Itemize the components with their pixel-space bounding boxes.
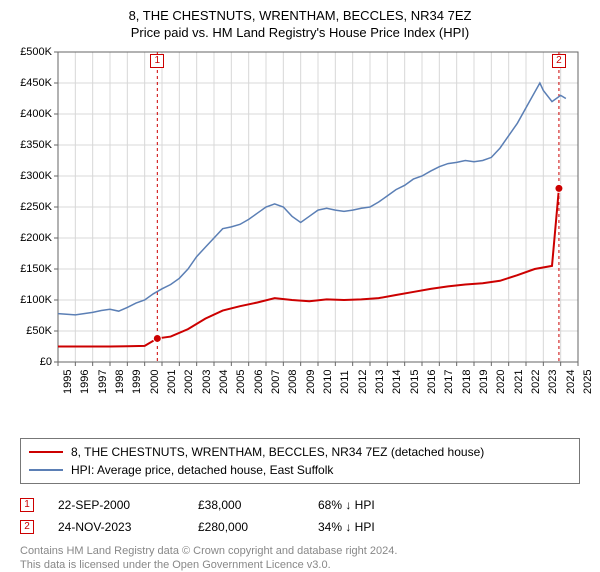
x-tick-label: 1996 [79, 370, 91, 394]
legend-row: HPI: Average price, detached house, East… [29, 461, 571, 479]
y-tick-label: £450K [12, 77, 52, 89]
x-tick-label: 2003 [201, 370, 213, 394]
x-tick-label: 2004 [218, 370, 230, 394]
y-tick-label: £50K [12, 325, 52, 337]
sale-date: 22-SEP-2000 [58, 498, 198, 512]
y-tick-label: £300K [12, 170, 52, 182]
x-tick-label: 2014 [391, 370, 403, 394]
x-tick-label: 2009 [305, 370, 317, 394]
sale-table: 1 22-SEP-2000£38,00068% ↓ HPI 2 24-NOV-2023… [20, 494, 586, 538]
legend-label: HPI: Average price, detached house, East… [71, 463, 333, 477]
sale-marker-2: 2 [552, 54, 566, 68]
sale-row-marker: 1 [20, 498, 34, 512]
x-tick-label: 1997 [97, 370, 109, 394]
legend-label: 8, THE CHESTNUTS, WRENTHAM, BECCLES, NR3… [71, 445, 484, 459]
x-tick-label: 2008 [287, 370, 299, 394]
x-tick-label: 2010 [322, 370, 334, 394]
x-tick-label: 2012 [357, 370, 369, 394]
sale-price: £38,000 [198, 498, 318, 512]
sale-row: 2 24-NOV-2023£280,00034% ↓ HPI [20, 516, 586, 538]
x-tick-label: 2016 [426, 370, 438, 394]
y-tick-label: £250K [12, 201, 52, 213]
sale-diff: 68% ↓ HPI [318, 498, 438, 512]
x-tick-label: 2011 [339, 370, 351, 394]
x-tick-label: 2006 [253, 370, 265, 394]
x-tick-label: 2015 [409, 370, 421, 394]
sale-marker-1: 1 [150, 54, 164, 68]
y-tick-label: £350K [12, 139, 52, 151]
y-tick-label: £150K [12, 263, 52, 275]
footer-line1: Contains HM Land Registry data © Crown c… [20, 544, 586, 558]
x-tick-label: 2005 [235, 370, 247, 394]
legend-row: 8, THE CHESTNUTS, WRENTHAM, BECCLES, NR3… [29, 443, 571, 461]
x-tick-label: 2007 [270, 370, 282, 394]
x-tick-label: 1999 [131, 370, 143, 394]
y-tick-label: £200K [12, 232, 52, 244]
legend-line-icon [29, 469, 63, 471]
x-tick-label: 2023 [547, 370, 559, 394]
chart-area: £0 £50K £100K £150K £200K £250K £300K £350K £400… [14, 46, 586, 398]
x-tick-label: 2024 [565, 370, 577, 394]
title-address: 8, THE CHESTNUTS, WRENTHAM, BECCLES, NR3… [14, 8, 586, 23]
x-tick-label: 1995 [62, 370, 74, 394]
x-tick-label: 1998 [114, 370, 126, 394]
x-tick-label: 2001 [166, 370, 178, 394]
x-tick-label: 2002 [183, 370, 195, 394]
x-tick-label: 2020 [495, 370, 507, 394]
y-tick-label: £100K [12, 294, 52, 306]
sale-date: 24-NOV-2023 [58, 520, 198, 534]
title-subtitle: Price paid vs. HM Land Registry's House … [14, 25, 586, 40]
chart-svg [14, 46, 586, 398]
sale-row: 1 22-SEP-2000£38,00068% ↓ HPI [20, 494, 586, 516]
footer-note: Contains HM Land Registry data © Crown c… [20, 544, 586, 572]
y-tick-label: £500K [12, 46, 52, 58]
footer-line2: This data is licensed under the Open Gov… [20, 558, 586, 572]
y-tick-label: £400K [12, 108, 52, 120]
legend-box: 8, THE CHESTNUTS, WRENTHAM, BECCLES, NR3… [20, 438, 580, 484]
sale-row-marker: 2 [20, 520, 34, 534]
x-tick-label: 2018 [461, 370, 473, 394]
chart-title-block: 8, THE CHESTNUTS, WRENTHAM, BECCLES, NR3… [14, 8, 586, 40]
sale-diff: 34% ↓ HPI [318, 520, 438, 534]
sale-price: £280,000 [198, 520, 318, 534]
y-tick-label: £0 [12, 356, 52, 368]
x-tick-label: 2019 [478, 370, 490, 394]
x-tick-label: 2025 [582, 370, 594, 394]
legend-line-icon [29, 451, 63, 453]
x-tick-label: 2022 [530, 370, 542, 394]
x-tick-label: 2017 [443, 370, 455, 394]
x-tick-label: 2021 [513, 370, 525, 394]
x-tick-label: 2013 [374, 370, 386, 394]
x-tick-label: 2000 [149, 370, 161, 394]
